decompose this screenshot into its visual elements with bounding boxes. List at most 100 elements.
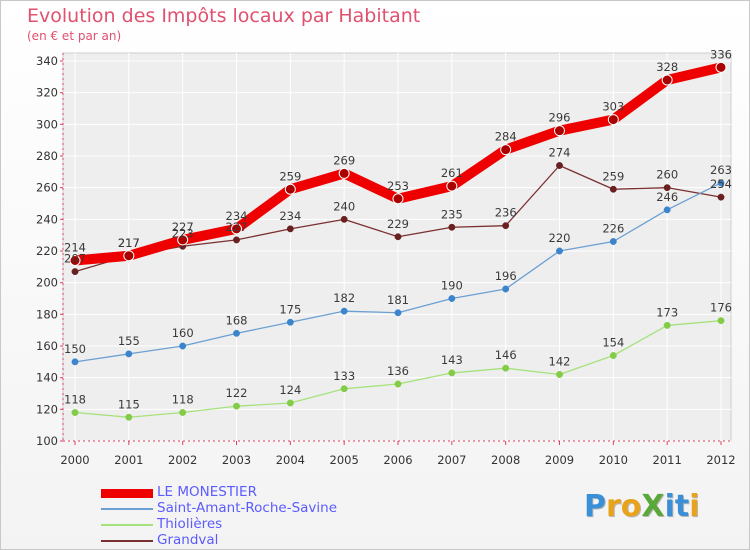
legend-swatch bbox=[101, 540, 153, 542]
y-tick-label: 260 bbox=[36, 181, 58, 195]
data-label: 168 bbox=[226, 313, 248, 327]
series-point-0 bbox=[715, 61, 727, 73]
y-tick-label: 120 bbox=[36, 402, 58, 416]
data-label: 261 bbox=[441, 166, 463, 180]
series-point-1 bbox=[394, 309, 402, 317]
series-point-2 bbox=[233, 402, 240, 410]
data-label: 146 bbox=[495, 348, 517, 362]
data-label: 328 bbox=[656, 60, 678, 74]
series-point-0 bbox=[607, 114, 619, 126]
x-tick-label: 2012 bbox=[706, 453, 735, 467]
x-tick-label: 2007 bbox=[437, 453, 466, 467]
x-tick-label: 2010 bbox=[599, 453, 628, 467]
y-tick-label: 100 bbox=[36, 434, 58, 448]
data-label: 173 bbox=[656, 305, 678, 319]
data-label: 196 bbox=[495, 269, 517, 283]
y-tick-label: 180 bbox=[36, 307, 58, 321]
data-label: 124 bbox=[279, 383, 301, 397]
series-point-3 bbox=[340, 215, 348, 223]
y-tick-label: 280 bbox=[36, 149, 58, 163]
x-tick-label: 2008 bbox=[491, 453, 520, 467]
chart-subtitle: (en € et par an) bbox=[27, 29, 122, 43]
logo-letter: o bbox=[620, 489, 642, 524]
data-label: 190 bbox=[441, 279, 463, 293]
series-point-0 bbox=[284, 183, 296, 195]
data-label: 284 bbox=[495, 130, 517, 144]
data-label: 235 bbox=[441, 207, 463, 221]
series-point-1 bbox=[448, 295, 456, 302]
legend-label: LE MONESTIER bbox=[157, 484, 257, 500]
data-label: 234 bbox=[226, 209, 248, 223]
data-label: 259 bbox=[279, 169, 301, 183]
data-label: 176 bbox=[710, 301, 732, 315]
data-label: 143 bbox=[441, 353, 463, 367]
data-label: 160 bbox=[172, 326, 194, 340]
data-label: 150 bbox=[64, 342, 86, 356]
data-label: 155 bbox=[118, 334, 140, 348]
series-point-0 bbox=[231, 223, 242, 235]
data-label: 214 bbox=[64, 241, 86, 255]
x-tick-label: 2006 bbox=[383, 453, 412, 467]
legend-label: Grandval bbox=[157, 532, 219, 548]
data-label: 136 bbox=[387, 364, 409, 378]
series-point-2 bbox=[663, 321, 671, 329]
data-label: 254 bbox=[710, 177, 732, 191]
data-label: 142 bbox=[549, 355, 571, 369]
data-label: 269 bbox=[333, 153, 355, 167]
legend-label: Saint-Amant-Roche-Savine bbox=[157, 500, 338, 516]
series-point-2 bbox=[609, 352, 617, 359]
data-label: 227 bbox=[172, 220, 194, 234]
series-point-0 bbox=[554, 125, 565, 137]
y-tick-label: 340 bbox=[36, 54, 58, 68]
logo-letter: r bbox=[606, 489, 621, 524]
data-label: 259 bbox=[602, 169, 624, 183]
series-point-3 bbox=[286, 225, 294, 233]
series-point-3 bbox=[394, 233, 402, 241]
y-tick-label: 300 bbox=[36, 117, 58, 131]
series-point-3 bbox=[502, 222, 510, 230]
x-tick-label: 2004 bbox=[276, 453, 305, 467]
series-point-2 bbox=[71, 409, 79, 416]
series-point-1 bbox=[663, 206, 671, 214]
series-point-0 bbox=[661, 74, 673, 86]
logo-letter: i bbox=[689, 489, 700, 524]
data-label: 229 bbox=[387, 217, 409, 231]
series-point-3 bbox=[663, 184, 671, 192]
y-tick-label: 200 bbox=[36, 276, 58, 290]
series-point-2 bbox=[286, 399, 294, 407]
legend-swatch bbox=[101, 488, 153, 498]
data-label: 223 bbox=[172, 226, 194, 240]
data-label: 246 bbox=[656, 190, 678, 204]
logo-letter: i bbox=[664, 489, 675, 524]
legend-item: Saint-Amant-Roche-Savine bbox=[101, 500, 401, 517]
data-label: 217 bbox=[118, 236, 140, 250]
series-point-1 bbox=[340, 307, 348, 315]
x-tick-label: 2001 bbox=[114, 453, 143, 467]
x-tick-label: 2005 bbox=[330, 453, 359, 467]
chart-title: Evolution des Impôts locaux par Habitant bbox=[27, 5, 421, 27]
data-label: 207 bbox=[64, 252, 86, 266]
data-label: 303 bbox=[602, 100, 624, 114]
data-label: 253 bbox=[387, 179, 409, 193]
data-label: 182 bbox=[333, 291, 355, 305]
series-point-2 bbox=[179, 409, 187, 416]
legend-swatch bbox=[101, 508, 153, 510]
series-point-1 bbox=[179, 342, 187, 350]
series-point-1 bbox=[233, 329, 240, 337]
legend-swatch bbox=[101, 524, 153, 526]
series-point-3 bbox=[233, 236, 240, 244]
data-label: 234 bbox=[279, 209, 301, 223]
series-point-1 bbox=[609, 238, 617, 245]
x-tick-label: 2003 bbox=[222, 453, 251, 467]
legend-item: Thiolières bbox=[101, 516, 401, 533]
series-point-1 bbox=[125, 350, 133, 358]
series-point-0 bbox=[69, 255, 81, 266]
data-label: 260 bbox=[656, 168, 678, 182]
line-chart: 100 120 140 160 180 200 220 240 260 280 300 320 340 2… bbox=[36, 47, 736, 467]
series-point-0 bbox=[500, 144, 512, 156]
y-tick-label: 240 bbox=[36, 212, 58, 226]
y-tick-label: 320 bbox=[36, 86, 58, 100]
data-label: 118 bbox=[172, 393, 194, 407]
series-point-2 bbox=[394, 380, 402, 388]
